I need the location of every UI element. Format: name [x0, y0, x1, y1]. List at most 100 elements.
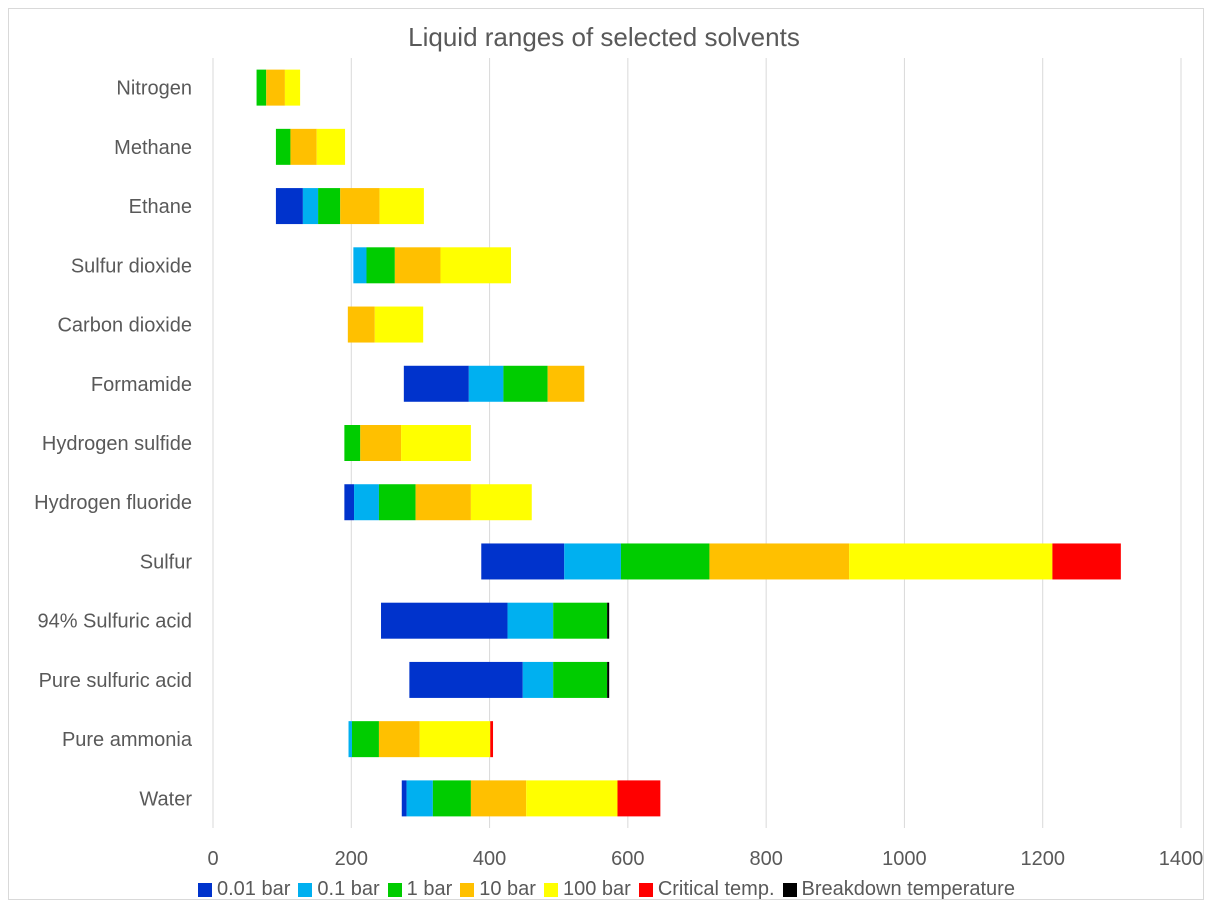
- bar-segment: [401, 780, 407, 817]
- legend-swatch: [460, 882, 475, 897]
- bar-segment: [316, 128, 346, 165]
- legend-item: 0.01 bar: [198, 878, 290, 901]
- category-labels: Nitrogen Methane Ethane Sulfur dioxide Carbo…: [34, 78, 193, 811]
- bar-segment: [344, 484, 355, 521]
- legend-swatch: [387, 882, 402, 897]
- legend-label: 0.1 bar: [317, 878, 380, 900]
- bar-segment: [256, 69, 267, 106]
- bar-segment: [547, 365, 585, 402]
- bar-segment: [351, 721, 379, 758]
- category-label: Sulfur: [140, 551, 193, 573]
- legend-label: 0.01 bar: [217, 878, 291, 900]
- bar-segment: [468, 365, 504, 402]
- bar-segment: [522, 661, 554, 698]
- bar-segment: [503, 365, 548, 402]
- x-tick-labels: 0 200 400 600 800 1000 1200 1400: [207, 848, 1203, 870]
- bar-segment: [553, 602, 608, 639]
- bar-segment: [415, 484, 471, 521]
- bar-segment: [709, 543, 850, 580]
- legend-item: 0.1 bar: [298, 878, 380, 901]
- x-tick-label: 0: [207, 848, 218, 870]
- legend-item: 1 bar: [387, 878, 453, 901]
- legend: 0.01 bar 0.1 bar 1 bar 10 bar 100 bar Critica…: [198, 878, 1023, 901]
- bar-segment: [381, 602, 508, 639]
- bar-segment: [374, 306, 424, 343]
- legend-item: Breakdown temperature: [782, 878, 1015, 901]
- chart-title: Liquid ranges of selected solvents: [408, 22, 800, 52]
- legend-swatch: [198, 882, 212, 897]
- category-label: Sulfur dioxide: [71, 255, 192, 277]
- bar-segment: [620, 543, 710, 580]
- bar-segment: [348, 721, 352, 758]
- bar-segment: [394, 247, 441, 284]
- category-label: 94% Sulfuric acid: [37, 611, 192, 633]
- bar-segment: [403, 365, 469, 402]
- legend-label: Critical temp.: [657, 878, 775, 900]
- gridlines: [212, 58, 1182, 828]
- bar-segment: [275, 188, 303, 225]
- bar-segment: [432, 780, 471, 817]
- x-tick-label: 600: [611, 848, 644, 870]
- bar-segment: [406, 780, 433, 817]
- bar-segment: [360, 425, 402, 461]
- bar-segment: [490, 721, 494, 758]
- bar-segment: [617, 780, 661, 817]
- legend-swatch: [298, 882, 313, 897]
- legend-label: Breakdown temperature: [801, 878, 1015, 900]
- bar-segment: [378, 721, 420, 758]
- category-label: Water: [139, 788, 192, 810]
- category-label: Methane: [114, 137, 192, 159]
- legend-label: 1 bar: [406, 878, 453, 900]
- bar-segment: [290, 128, 317, 165]
- legend-item: Critical temp.: [638, 878, 775, 901]
- category-label: Formamide: [91, 374, 192, 396]
- bar-segment: [302, 188, 319, 225]
- bar-segment: [470, 484, 532, 521]
- x-tick-label: 400: [473, 848, 506, 870]
- bar-segment: [401, 425, 471, 461]
- x-tick-label: 800: [749, 848, 782, 870]
- legend-swatch: [638, 882, 653, 897]
- legend-item: 10 bar: [460, 878, 536, 901]
- x-tick-label: 1200: [1020, 848, 1065, 870]
- x-tick-label: 1400: [1159, 848, 1204, 870]
- bar-segment: [344, 425, 361, 461]
- bar-segment: [347, 306, 375, 343]
- x-tick-label: 200: [335, 848, 368, 870]
- bar-segment: [379, 188, 424, 225]
- legend-swatch: [543, 882, 558, 897]
- category-label: Hydrogen fluoride: [34, 492, 192, 514]
- bar-segment: [354, 484, 379, 521]
- chart-frame: [8, 8, 1204, 900]
- legend-swatch: [782, 882, 797, 897]
- bars: [256, 69, 1121, 817]
- bar-segment: [340, 188, 380, 225]
- x-tick-label: 1000: [882, 848, 927, 870]
- bar-segment: [318, 188, 341, 225]
- bar-segment: [366, 247, 395, 284]
- category-label: Hydrogen sulfide: [42, 433, 192, 455]
- bar-segment: [353, 247, 367, 284]
- category-label: Nitrogen: [116, 78, 192, 100]
- bar-segment: [607, 661, 610, 698]
- bar-segment: [607, 602, 610, 639]
- legend-item: 100 bar: [543, 878, 631, 901]
- category-label: Pure ammonia: [62, 729, 193, 751]
- bar-segment: [1052, 543, 1121, 580]
- bar-segment: [284, 69, 301, 106]
- category-label: Pure sulfuric acid: [39, 670, 192, 692]
- bar-segment: [507, 602, 554, 639]
- bar-segment: [526, 780, 618, 817]
- bar-segment: [553, 661, 608, 698]
- bar-segment: [378, 484, 416, 521]
- legend-label: 100 bar: [562, 878, 631, 900]
- bar-segment: [440, 247, 512, 284]
- category-label: Ethane: [129, 196, 192, 218]
- bar-segment: [266, 69, 285, 106]
- bar-segment: [409, 661, 523, 698]
- bar-segment: [849, 543, 1053, 580]
- bar-segment: [564, 543, 621, 580]
- bar-segment: [419, 721, 491, 758]
- bar-segment: [275, 128, 291, 165]
